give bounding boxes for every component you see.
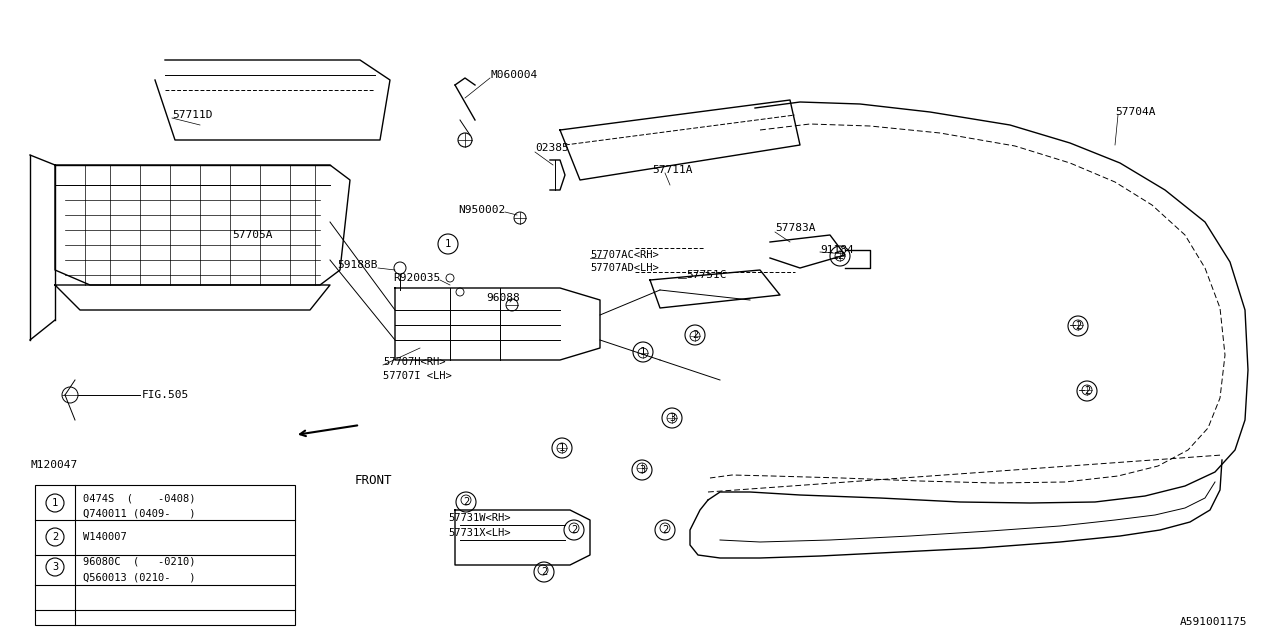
Text: W140007: W140007 <box>83 532 127 542</box>
Text: 1: 1 <box>640 347 646 357</box>
Text: 2: 2 <box>1075 321 1082 331</box>
Text: FRONT: FRONT <box>355 474 393 486</box>
Text: 3: 3 <box>639 465 645 475</box>
Text: 2: 2 <box>692 330 698 340</box>
Text: 57707H<RH>: 57707H<RH> <box>383 357 445 367</box>
Text: M060004: M060004 <box>490 70 538 80</box>
Text: Q560013 (0210-   ): Q560013 (0210- ) <box>83 572 196 582</box>
Text: 2: 2 <box>662 525 668 535</box>
Text: 57751C: 57751C <box>686 270 727 280</box>
Text: A591001175: A591001175 <box>1180 617 1248 627</box>
Text: 1: 1 <box>52 498 58 508</box>
Text: 57707AC<RH>: 57707AC<RH> <box>590 250 659 260</box>
Text: 57707I <LH>: 57707I <LH> <box>383 371 452 381</box>
Text: 02385: 02385 <box>535 143 568 153</box>
Text: 1: 1 <box>559 443 566 453</box>
Text: 57711D: 57711D <box>172 110 212 120</box>
Text: 2: 2 <box>541 567 547 577</box>
Text: 2: 2 <box>837 251 844 261</box>
Text: 1: 1 <box>445 239 451 249</box>
Text: R920035: R920035 <box>393 273 440 283</box>
Text: 91184: 91184 <box>820 245 854 255</box>
Text: 57711A: 57711A <box>652 165 692 175</box>
Text: FIG.505: FIG.505 <box>142 390 189 400</box>
Text: 57704A: 57704A <box>1115 107 1156 117</box>
Text: 57705A: 57705A <box>232 230 273 240</box>
Text: 96080C  (   -0210): 96080C ( -0210) <box>83 557 196 567</box>
Text: 0474S  (    -0408): 0474S ( -0408) <box>83 493 196 503</box>
Text: Q740011 (0409-   ): Q740011 (0409- ) <box>83 508 196 518</box>
Text: 96088: 96088 <box>486 293 520 303</box>
Text: 2: 2 <box>571 525 577 535</box>
Text: 57783A: 57783A <box>774 223 815 233</box>
Text: 2: 2 <box>1084 386 1091 396</box>
Text: 2: 2 <box>52 532 58 542</box>
Text: 57731W<RH>: 57731W<RH> <box>448 513 511 523</box>
Text: 57731X<LH>: 57731X<LH> <box>448 528 511 538</box>
Text: 3: 3 <box>52 562 58 572</box>
Text: N950002: N950002 <box>458 205 506 215</box>
Text: M120047: M120047 <box>29 460 77 470</box>
Text: 57707AD<LH>: 57707AD<LH> <box>590 263 659 273</box>
Text: 59188B: 59188B <box>338 260 378 270</box>
Text: 2: 2 <box>463 497 470 507</box>
Text: 3: 3 <box>669 413 675 423</box>
